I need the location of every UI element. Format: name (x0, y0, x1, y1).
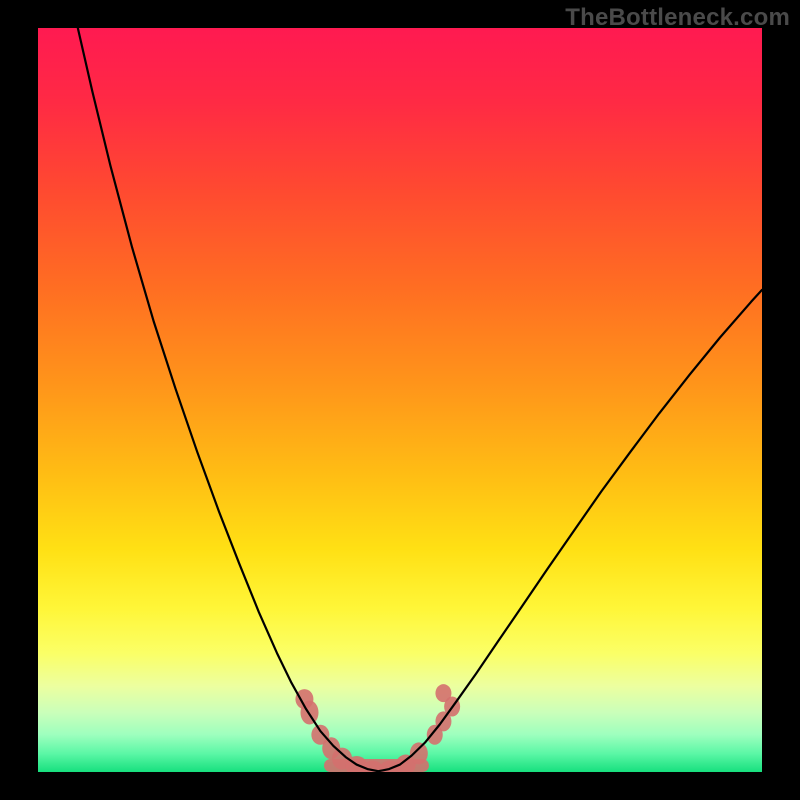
chart-svg (0, 0, 800, 800)
chart-frame: TheBottleneck.com (0, 0, 800, 800)
gradient-panel (38, 28, 762, 772)
watermark-text: TheBottleneck.com (565, 4, 790, 32)
